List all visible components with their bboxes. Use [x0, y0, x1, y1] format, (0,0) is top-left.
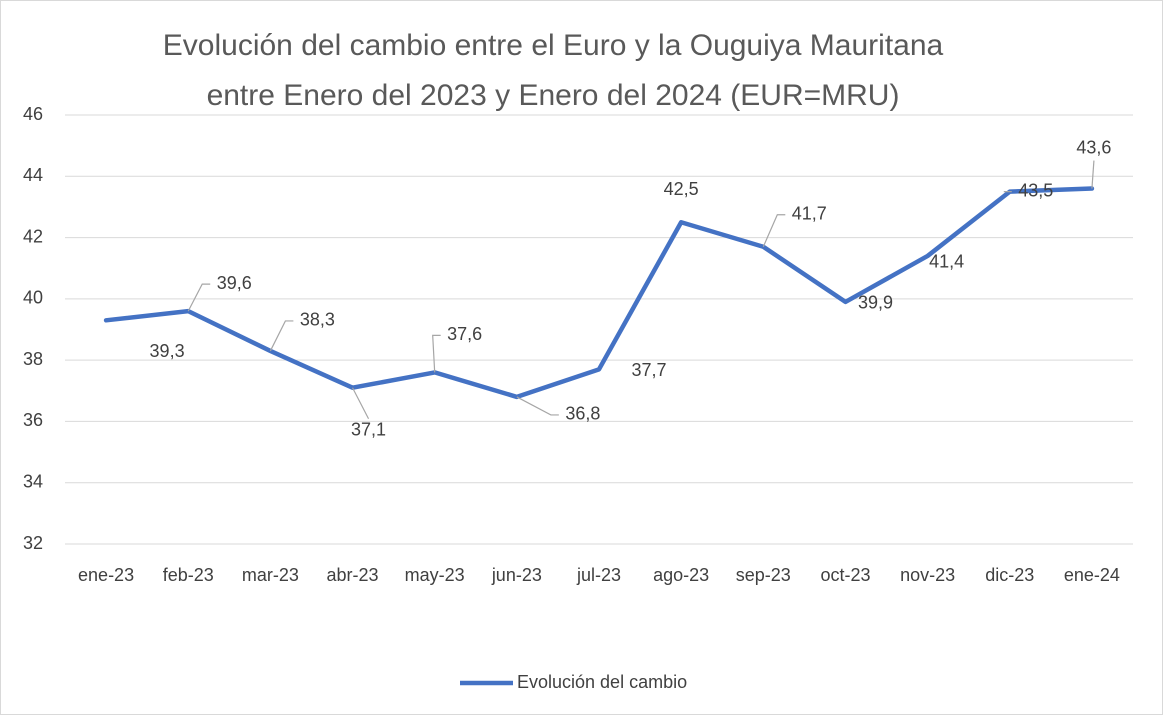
x-tick-label: oct-23 [820, 565, 870, 585]
data-label: 37,6 [447, 324, 482, 344]
chart-title: entre Enero del 2023 y Enero del 2024 (E… [207, 79, 900, 112]
leader-line [516, 396, 559, 416]
leader-line [432, 334, 441, 373]
leader-line [1091, 160, 1095, 189]
x-tick-label: mar-23 [242, 565, 299, 585]
y-tick-label: 46 [23, 104, 43, 124]
x-tick-label: jul-23 [576, 565, 621, 585]
data-label: 43,6 [1076, 137, 1111, 157]
leader-line [762, 214, 786, 248]
data-label: 38,3 [300, 310, 335, 330]
y-tick-label: 32 [23, 533, 43, 553]
x-tick-label: ago-23 [653, 565, 709, 585]
x-tick-label: ene-24 [1064, 565, 1120, 585]
data-label: 39,9 [858, 293, 893, 313]
data-label: 43,5 [1018, 180, 1053, 200]
x-tick-label: dic-23 [985, 565, 1034, 585]
data-label: 37,1 [351, 419, 386, 439]
legend-label: Evolución del cambio [517, 672, 687, 692]
data-label: 42,5 [664, 179, 699, 199]
x-tick-label: may-23 [405, 565, 465, 585]
data-label: 39,6 [217, 273, 252, 293]
data-label: 41,7 [792, 204, 827, 224]
data-label: 41,4 [929, 252, 964, 272]
x-tick-label: ene-23 [78, 565, 134, 585]
x-tick-label: nov-23 [900, 565, 955, 585]
y-tick-label: 42 [23, 226, 43, 246]
leader-line [269, 320, 294, 352]
x-tick-label: abr-23 [327, 565, 379, 585]
y-tick-label: 34 [23, 471, 43, 491]
x-tick-label: feb-23 [163, 565, 214, 585]
x-tick-label: jun-23 [491, 565, 542, 585]
y-tick-label: 44 [23, 165, 43, 185]
y-tick-label: 40 [23, 288, 43, 308]
leader-line [187, 283, 211, 312]
data-label: 36,8 [565, 404, 600, 424]
leader-line [352, 387, 370, 419]
x-tick-label: sep-23 [736, 565, 791, 585]
data-label: 37,7 [631, 360, 666, 380]
data-label: 39,3 [150, 341, 185, 361]
y-tick-label: 38 [23, 349, 43, 369]
chart-title: Evolución del cambio entre el Euro y la … [163, 29, 944, 62]
y-tick-label: 36 [23, 410, 43, 430]
